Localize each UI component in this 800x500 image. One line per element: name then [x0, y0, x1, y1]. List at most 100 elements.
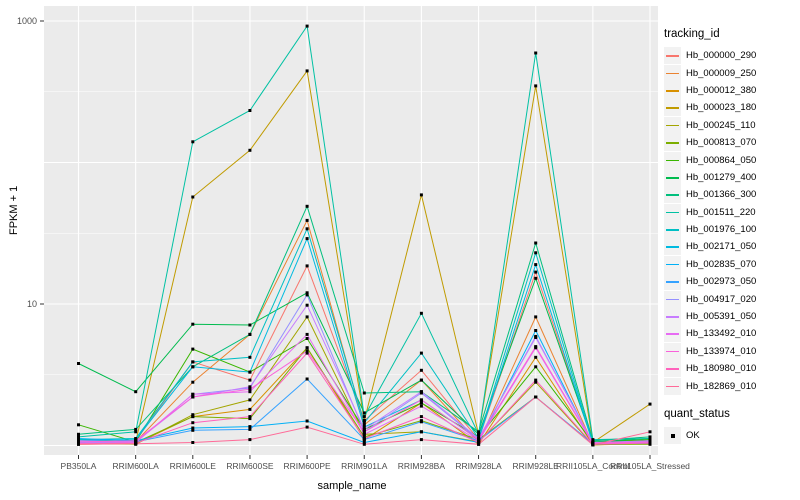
data-point: [134, 439, 138, 443]
data-point: [305, 419, 309, 423]
data-point: [534, 380, 538, 384]
y-tick-label: 10: [27, 299, 37, 309]
legend-item-label: Hb_000864_050: [686, 154, 757, 166]
data-point: [534, 336, 538, 339]
legend-key-icon: [664, 290, 681, 308]
legend-color-line: [666, 298, 679, 301]
legend-color-line: [666, 124, 679, 127]
data-point: [534, 270, 538, 274]
data-point: [248, 415, 252, 419]
legend-key-icon: [664, 151, 681, 169]
legend-color-line: [666, 350, 679, 353]
legend-item-label: Hb_182869_010: [686, 380, 757, 392]
legend-panel: tracking_id Hb_000000_290 Hb_000009_250 Hb…: [664, 28, 798, 444]
y-tick-label: 1000: [17, 16, 37, 26]
data-point: [305, 349, 309, 353]
legend-color-line: [666, 385, 679, 388]
legend-item: Hb_000009_250: [664, 64, 798, 82]
legend-item-ok: OK: [664, 427, 798, 444]
data-point: [305, 218, 309, 222]
data-point: [305, 425, 309, 429]
data-point: [305, 351, 309, 355]
data-point: [534, 84, 538, 88]
data-point: [248, 407, 252, 411]
data-point: [305, 337, 309, 340]
legend-item-label: Hb_000023_180: [686, 102, 757, 114]
data-point: [534, 51, 538, 55]
data-point: [305, 237, 309, 241]
legend-item-label: Hb_002835_070: [686, 258, 757, 270]
data-point: [191, 428, 195, 432]
data-point: [77, 362, 80, 365]
legend-key-icon: [664, 203, 681, 221]
data-point: [248, 427, 252, 431]
legend-item: Hb_133974_010: [664, 342, 798, 360]
data-point: [191, 392, 195, 396]
data-point: [305, 204, 309, 208]
legend-color-line: [666, 246, 679, 249]
legend-item: Hb_001976_100: [664, 221, 798, 239]
legend-key-icon: [664, 360, 681, 378]
legend-color-line: [666, 211, 679, 214]
data-point: [191, 140, 195, 144]
data-point: [362, 435, 366, 439]
x-tick-label: RRIM600PE: [283, 461, 331, 471]
data-point: [419, 193, 423, 197]
legend-item-label: Hb_000245_110: [686, 119, 756, 131]
legend-item: Hb_005391_050: [664, 308, 798, 326]
legend-item: Hb_180980_010: [664, 360, 798, 378]
x-tick-label: PB350LA: [61, 461, 97, 471]
legend-item-label: Hb_180980_010: [686, 363, 757, 375]
legend-key-icon: [664, 255, 681, 273]
legend-color-line: [666, 89, 679, 92]
legend-item: Hb_133492_010: [664, 325, 798, 343]
legend-item: Hb_001511_220: [664, 203, 798, 221]
legend-item-label: Hb_005391_050: [686, 311, 757, 323]
data-point: [191, 415, 195, 419]
x-tick-label: RRII105LA_Stressed: [610, 461, 690, 471]
data-point: [648, 437, 652, 440]
data-point: [534, 355, 538, 359]
data-point: [362, 432, 366, 436]
legend-item: Hb_001279_400: [664, 168, 798, 186]
legend-color-line: [666, 368, 679, 370]
data-point: [248, 355, 252, 359]
data-point: [362, 437, 366, 440]
data-point: [419, 368, 423, 372]
data-point: [77, 442, 80, 446]
data-point: [134, 390, 138, 394]
legend-key-icon: [664, 308, 681, 326]
legend-item-label: Hb_000000_290: [686, 50, 757, 62]
quant-status-key-icon: [664, 427, 681, 444]
x-tick-label: RRIM600SE: [226, 461, 274, 471]
legend-item-label: Hb_001511_220: [686, 206, 756, 218]
data-point: [419, 420, 423, 424]
legend-color-line: [666, 229, 679, 231]
legend-item: Hb_000000_290: [664, 47, 798, 65]
x-tick-label: RRIM901LA: [341, 461, 388, 471]
data-point: [248, 425, 252, 429]
data-point: [77, 435, 80, 439]
data-point: [248, 417, 252, 421]
data-point: [191, 347, 195, 351]
data-point: [362, 423, 366, 427]
x-axis-title: sample_name: [317, 480, 387, 492]
data-point: [419, 430, 423, 434]
legend-item: Hb_000864_050: [664, 151, 798, 169]
data-point: [305, 303, 309, 307]
legend-item-label: Hb_000012_380: [686, 84, 757, 96]
legend-title-tracking-id: tracking_id: [664, 28, 720, 40]
legend-item: Hb_000023_180: [664, 99, 798, 117]
data-point: [362, 442, 366, 446]
data-point: [419, 351, 423, 355]
data-point: [134, 442, 138, 446]
data-point: [534, 241, 538, 245]
data-point: [419, 415, 423, 419]
data-point: [134, 427, 138, 431]
legend-key-icon: [664, 221, 681, 239]
data-point: [477, 438, 481, 442]
legend-color-line: [666, 72, 679, 75]
data-point: [477, 430, 481, 434]
